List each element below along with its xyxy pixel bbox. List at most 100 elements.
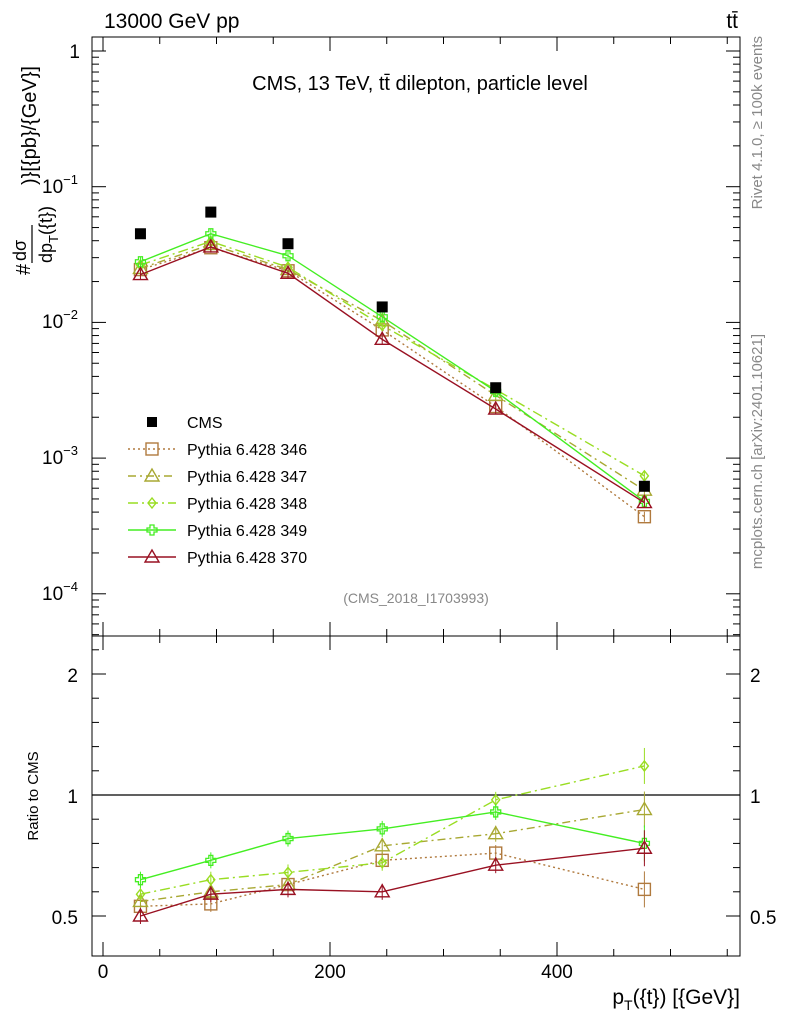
ratio-point: [636, 839, 653, 854]
y-tick-label-1e-1: 10−1: [42, 172, 78, 198]
x-tick-label-0: 0: [98, 962, 109, 983]
ratio-point: [376, 823, 388, 835]
series-pythia-6.428-348: [135, 235, 650, 903]
series-pythia-6.428-370: [132, 238, 653, 924]
cms-data-point: [205, 206, 217, 218]
ratio-point: [135, 888, 146, 901]
svg-text:)}[{pb}/{GeV}]: )}[{pb}/{GeV}]: [19, 66, 41, 185]
data-point: [636, 494, 653, 509]
mcplots-label: mcplots.cern.ch [arXiv:2401.10621]: [749, 334, 766, 569]
svg-text:dσ: dσ: [10, 240, 30, 261]
data-point: [487, 400, 504, 415]
ratio-line: [140, 811, 645, 881]
main-y-tick-labels: 1 10−1 10−2 10−3 10−4: [42, 42, 80, 605]
legend-marker: [147, 496, 157, 510]
ratio-point: [282, 832, 294, 845]
ratio-line: [140, 765, 645, 895]
svg-text:#: #: [13, 263, 35, 275]
analysis-tag: (CMS_2018_I1703993): [343, 590, 489, 606]
ratio-line: [140, 852, 645, 908]
ratio-point: [279, 880, 297, 896]
ratio-point: [638, 837, 651, 850]
legend-marker: [143, 548, 161, 563]
series-pythia-6.428-347: [132, 236, 653, 910]
legend-marker: [145, 442, 159, 456]
legend-label: Pythia 6.428 349: [187, 523, 307, 540]
y-tick-label-1: 1: [69, 42, 80, 63]
x-tick-label-400: 400: [541, 962, 573, 983]
ratio-tick-label-0.5-left: 0.5: [52, 908, 78, 929]
ratio-tick-label-0.5-right: 0.5: [750, 908, 776, 929]
ratio-point: [283, 866, 293, 879]
legend-marker: [143, 467, 161, 482]
ratio-tick-label-2-right: 2: [750, 666, 761, 687]
x-axis-label: pT({t}) [{GeV}]: [612, 986, 740, 1013]
legend-marker: [146, 524, 158, 536]
ratio-point: [134, 874, 147, 886]
header-energy: 13000 GeV pp: [104, 10, 239, 33]
data-point: [373, 330, 391, 346]
ratio-point: [490, 806, 502, 818]
data-point: [202, 238, 220, 253]
ratio-point: [132, 893, 149, 908]
main-panel-frame: [91, 36, 741, 637]
legend-label: Pythia 6.428 370: [187, 550, 307, 567]
ratio-point: [377, 856, 388, 869]
legend-label-cms: CMS: [187, 415, 223, 432]
ratio-point: [373, 883, 391, 898]
data-point: [282, 250, 294, 262]
cms-data-point: [638, 480, 650, 492]
series-pythia-6.428-346: [133, 241, 652, 915]
y-tick-label-1e-3: 10−3: [42, 443, 78, 469]
ratio-panel-frame: [91, 635, 741, 957]
legend-label: Pythia 6.428 346: [187, 442, 307, 459]
rivet-label: Rivet 4.1.0, ≥ 100k events: [749, 36, 766, 209]
legend-label: Pythia 6.428 348: [187, 496, 307, 513]
y-tick-label-1e-2: 10−2: [42, 307, 78, 333]
x-tick-label-200: 200: [314, 962, 346, 983]
x-tick-labels: 0 200 400: [98, 962, 573, 983]
ratio-line: [140, 847, 645, 917]
ratio-tick-label-1-right: 1: [750, 787, 761, 808]
ratio-tick-label-2-left: 2: [67, 666, 78, 687]
ratio-point: [639, 759, 650, 773]
cms-data-point: [282, 238, 294, 250]
ratio-point: [205, 873, 216, 886]
data-point: [637, 509, 652, 524]
data-point: [376, 311, 388, 323]
ratio-point: [373, 837, 391, 852]
y-axis-label-main: # dσ dpT({t}) )}[{pb}/{GeV}]: [10, 66, 61, 275]
data-point: [205, 228, 217, 240]
series-line: [140, 240, 645, 477]
ratio-point: [636, 801, 653, 816]
cms-data-point: [490, 382, 502, 394]
ratio-point: [487, 825, 504, 840]
cms-data-point: [134, 228, 146, 240]
series-line: [140, 243, 645, 491]
ratio-y-tick-labels: 2 1 0.5 2 1 0.5: [52, 666, 777, 929]
legend: CMS Pythia 6.428 346 Pythia 6.428 347 Pythi…: [128, 415, 307, 567]
data-point: [377, 319, 388, 332]
axis-ticks: [92, 37, 740, 956]
svg-text:dpT({t}): dpT({t}): [36, 206, 61, 263]
y-axis-label-ratio: Ratio to CMS: [25, 751, 42, 840]
ratio-point: [132, 907, 149, 922]
ratio-point: [637, 882, 652, 897]
ratio-point: [487, 856, 504, 871]
ratio-point: [205, 854, 217, 866]
series-pythia-6.428-349: [134, 228, 651, 888]
legend-marker-cms: [147, 417, 157, 427]
series-line: [140, 246, 645, 504]
data-point: [279, 264, 297, 280]
series-cms-data: [134, 206, 650, 492]
data-point: [134, 256, 147, 268]
ratio-tick-label-1-left: 1: [67, 787, 78, 808]
ratio-line: [140, 808, 645, 903]
legend-label: Pythia 6.428 347: [187, 469, 307, 486]
series-layer: [132, 206, 653, 924]
cms-data-point: [376, 301, 388, 313]
data-point: [132, 266, 149, 281]
ratio-point: [202, 885, 220, 900]
series-line: [140, 233, 645, 502]
